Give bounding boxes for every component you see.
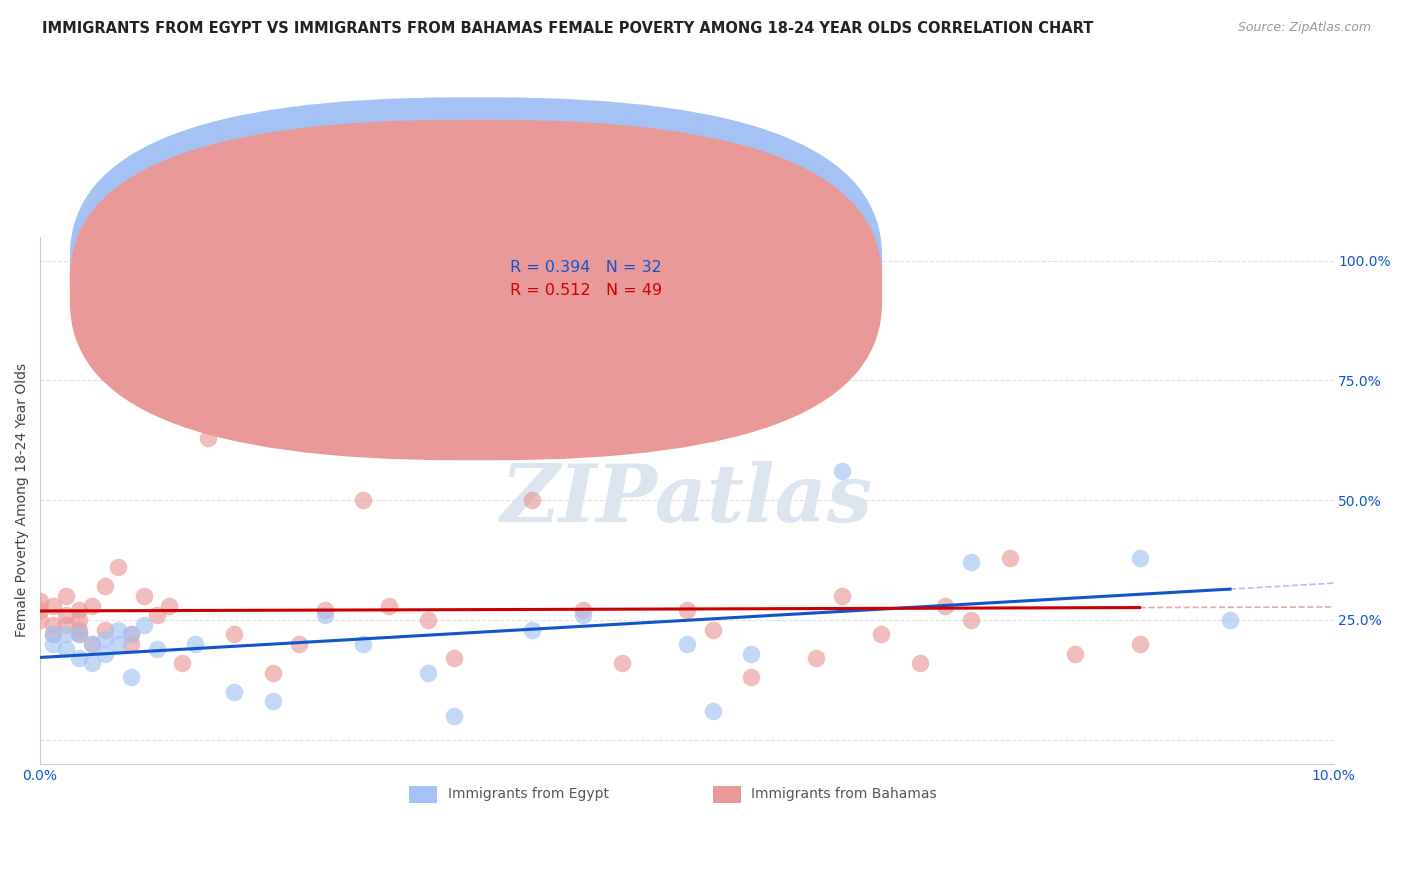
Point [262,665,284,680]
Point [675,603,697,617]
Point [55,627,77,641]
Point [42,637,65,651]
Point [30,603,52,617]
Point [1128,637,1150,651]
Point [378,599,401,613]
Point [779,354,801,368]
Point [740,671,762,685]
Point [804,651,827,665]
Point [572,608,595,623]
Text: ZIPatlas: ZIPatlas [501,461,873,539]
Point [998,550,1021,565]
Point [702,623,724,637]
Point [120,627,142,641]
Point [55,617,77,632]
Point [908,656,931,670]
Point [80,599,103,613]
Point [418,665,440,680]
Point [107,560,129,574]
Point [418,613,440,627]
Point [94,647,117,661]
Text: Immigrants from Bahamas: Immigrants from Bahamas [751,788,938,801]
Point [42,627,65,641]
Point [42,627,65,641]
Point [132,617,155,632]
Text: R = 0.512   N = 49: R = 0.512 N = 49 [509,283,662,298]
Point [831,589,853,603]
Point [934,599,956,613]
Point [224,627,246,641]
Point [145,608,167,623]
Point [159,599,181,613]
Point [262,694,284,708]
Point [67,623,90,637]
Point [55,641,77,656]
Point [67,613,90,627]
Point [314,603,336,617]
Point [740,647,762,661]
Point [443,651,465,665]
Point [67,627,90,641]
Point [224,685,246,699]
Point [960,613,983,627]
Bar [409,786,437,803]
FancyBboxPatch shape [70,97,882,438]
Point [42,617,65,632]
Point [172,656,194,670]
Text: R = 0.394   N = 32: R = 0.394 N = 32 [509,260,661,275]
Point [120,637,142,651]
Point [572,603,595,617]
Point [42,599,65,613]
Point [94,579,117,593]
Point [120,671,142,685]
Bar [713,786,741,803]
Point [314,608,336,623]
Point [94,632,117,647]
Y-axis label: Female Poverty Among 18-24 Year Olds: Female Poverty Among 18-24 Year Olds [15,363,30,637]
Point [702,704,724,718]
Point [288,637,311,651]
Point [55,608,77,623]
Text: Immigrants from Egypt: Immigrants from Egypt [447,788,609,801]
Point [132,589,155,603]
Point [675,637,697,651]
Point [1063,647,1085,661]
Point [1219,613,1241,627]
Point [520,493,543,508]
Point [120,627,142,641]
FancyBboxPatch shape [70,120,882,460]
Point [67,651,90,665]
Point [869,627,891,641]
Point [30,594,52,608]
Text: IMMIGRANTS FROM EGYPT VS IMMIGRANTS FROM BAHAMAS FEMALE POVERTY AMONG 18-24 YEAR: IMMIGRANTS FROM EGYPT VS IMMIGRANTS FROM… [42,21,1094,36]
Point [30,613,52,627]
Point [67,603,90,617]
Point [353,637,375,651]
Point [610,656,633,670]
Text: Source: ZipAtlas.com: Source: ZipAtlas.com [1237,21,1371,34]
Point [1128,550,1150,565]
Point [80,637,103,651]
Point [107,637,129,651]
Point [107,623,129,637]
Point [55,589,77,603]
FancyBboxPatch shape [429,242,733,308]
Point [197,431,219,445]
Point [960,556,983,570]
Point [67,627,90,641]
Point [80,637,103,651]
Point [353,493,375,508]
Point [831,465,853,479]
Point [94,623,117,637]
Point [443,708,465,723]
Point [184,637,207,651]
Point [80,656,103,670]
Point [145,641,167,656]
Point [520,623,543,637]
